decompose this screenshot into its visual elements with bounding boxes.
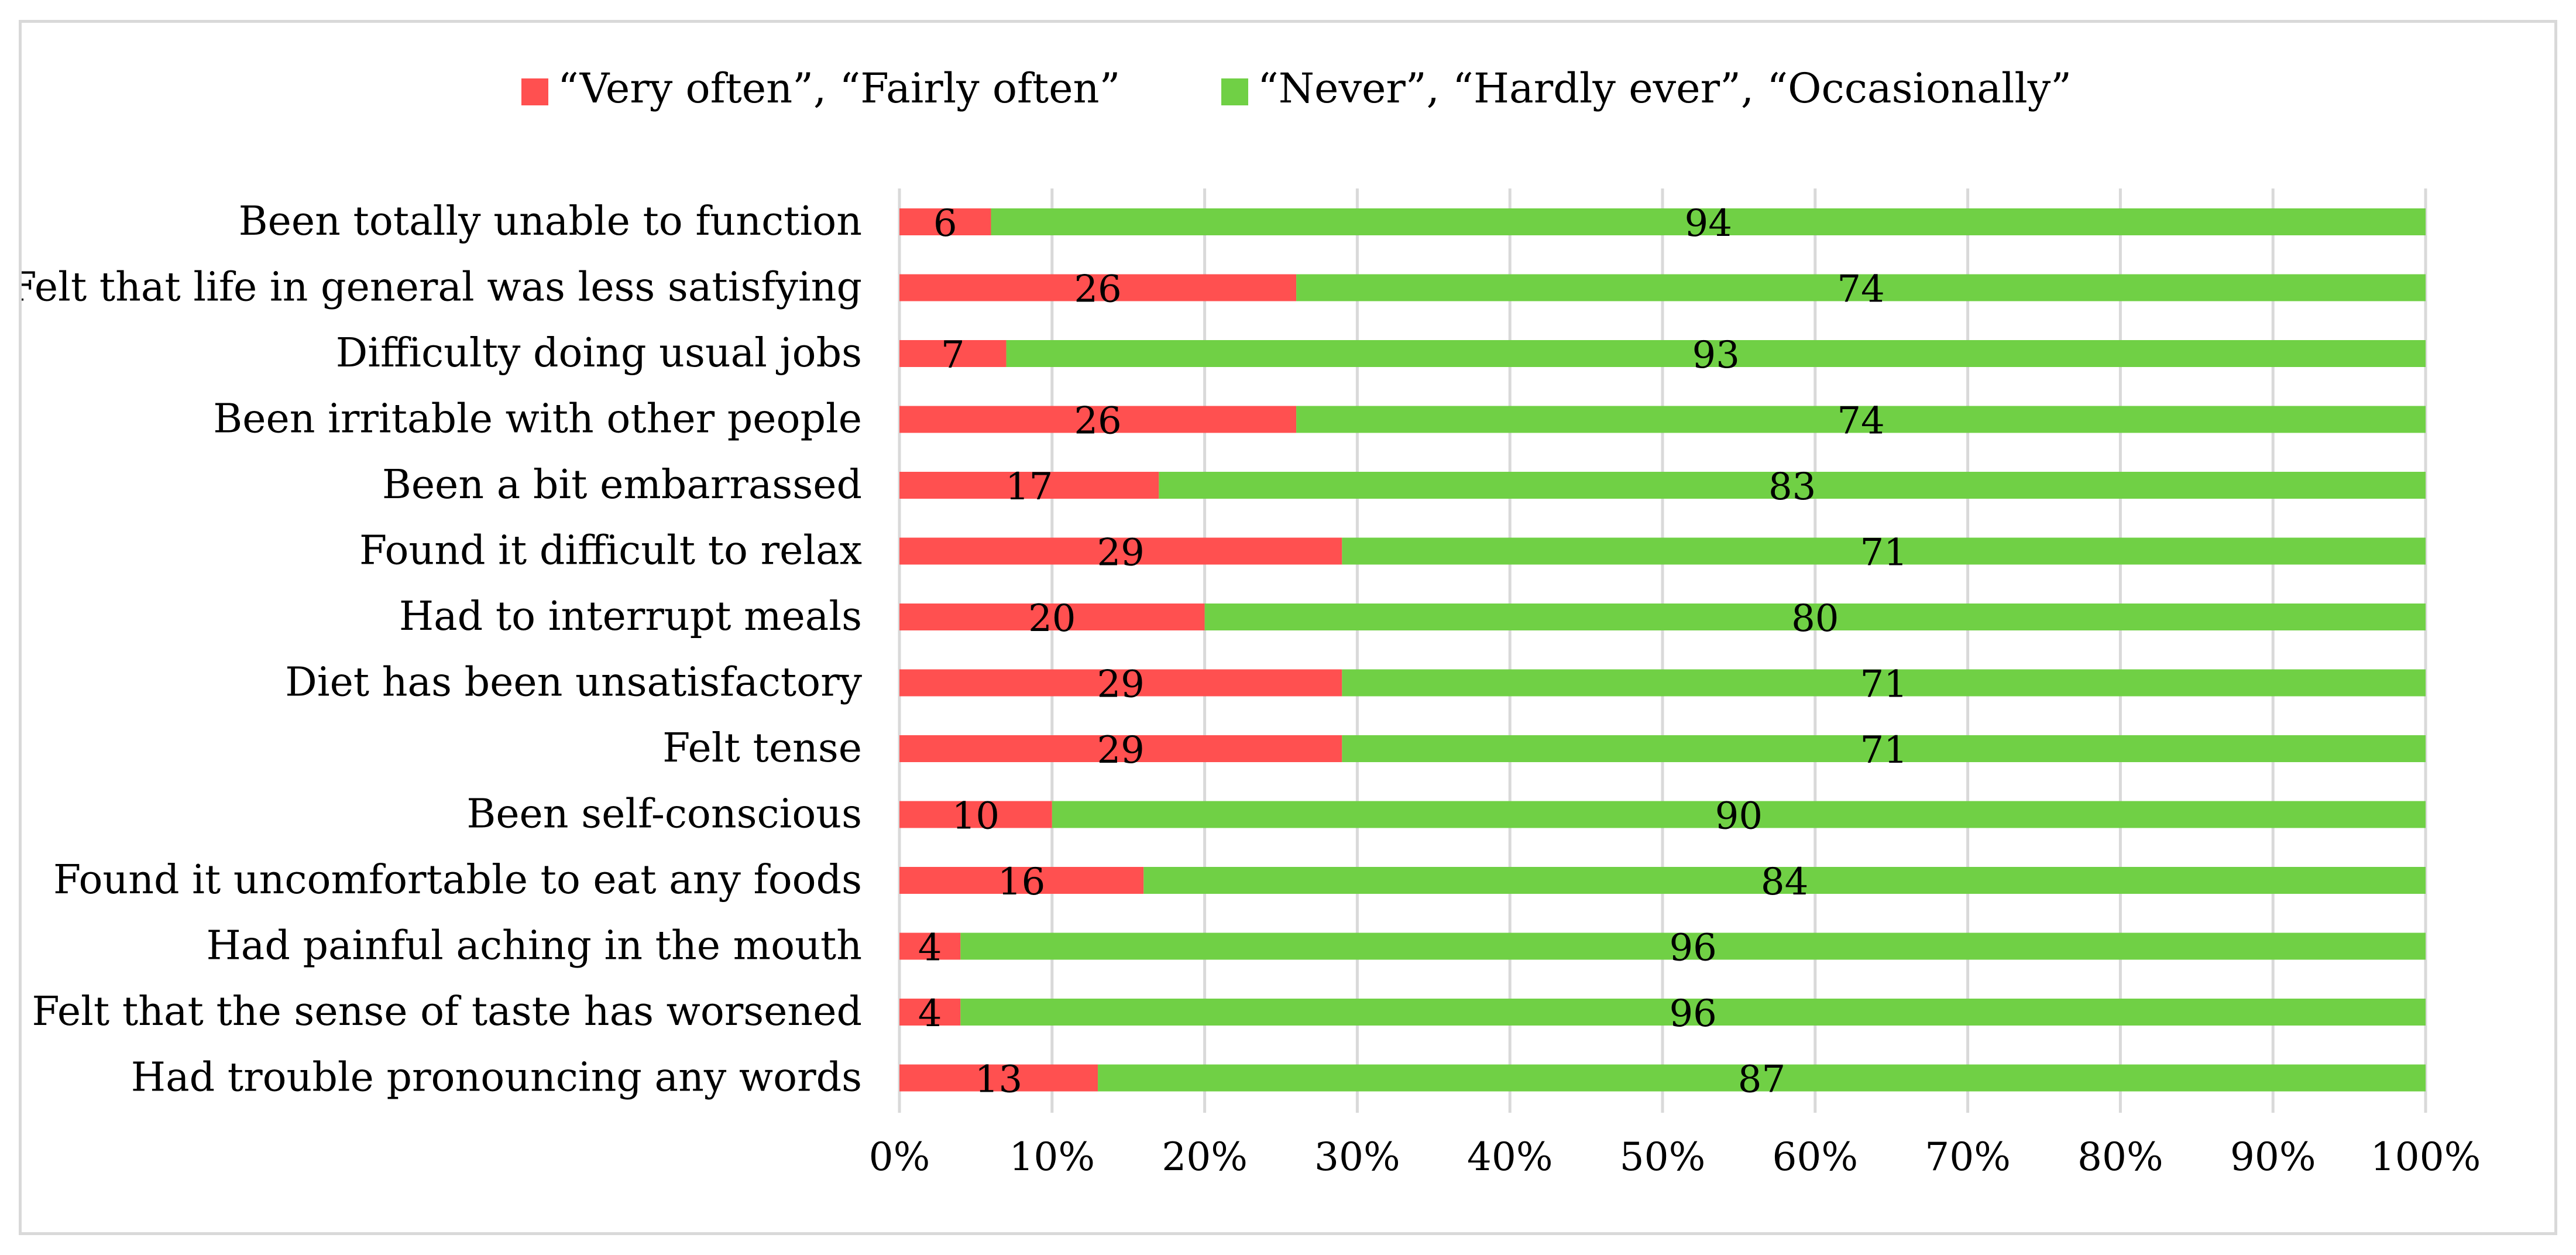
bar-segment-r3-s2 xyxy=(1006,340,2426,367)
data-label-r4-s1: 26 xyxy=(1074,400,1121,443)
bar-segment-r9-s2 xyxy=(1342,735,2426,762)
legend-label-2: “Never”, “Hardly ever”, “Occasionally” xyxy=(1258,64,2072,112)
data-label-r4-s2: 74 xyxy=(1837,400,1884,443)
category-label-5: Been a bit embarrassed xyxy=(382,462,862,508)
bar-segment-r1-s2 xyxy=(991,208,2426,235)
data-label-r7-s2: 80 xyxy=(1791,597,1839,640)
bar-segment-r8-s1 xyxy=(899,669,1342,697)
bar-segment-r1-s1 xyxy=(899,208,991,235)
data-label-r12-s2: 96 xyxy=(1669,927,1716,970)
data-label-r8-s1: 29 xyxy=(1097,663,1144,707)
bars: 6 94 26 74 7 93 26 74 17 83 29 71 20 80 29 71 29 71 10 90 16… xyxy=(899,202,2426,1102)
bar-segment-r13-s2 xyxy=(960,999,2426,1026)
bar-segment-r14-s2 xyxy=(1098,1064,2426,1092)
bar-segment-r4-s1 xyxy=(899,406,1297,433)
data-label-r1-s1: 6 xyxy=(933,202,957,245)
x-axis-tick-labels: 0% 10% 20% 30% 40% 50% 60% 70% 80% 90% 100% xyxy=(869,1134,2481,1179)
x-tick-label-70pct: 70% xyxy=(1925,1134,2011,1179)
x-tick-label-60pct: 60% xyxy=(1772,1134,1858,1179)
bar-segment-r11-s2 xyxy=(1143,867,2426,894)
data-label-r10-s1: 10 xyxy=(952,795,1000,838)
data-label-r13-s1: 4 xyxy=(918,992,942,1035)
category-label-14: Had trouble pronouncing any words xyxy=(131,1055,862,1101)
category-label-10: Been self-conscious xyxy=(466,791,862,838)
data-label-r6-s2: 71 xyxy=(1860,532,1907,575)
category-label-9: Felt tense xyxy=(662,725,862,771)
data-label-r6-s1: 29 xyxy=(1097,532,1144,575)
x-tick-label-90pct: 90% xyxy=(2230,1134,2316,1179)
data-label-r14-s1: 13 xyxy=(975,1058,1022,1102)
data-label-r2-s1: 26 xyxy=(1074,268,1121,311)
bar-segment-r14-s1 xyxy=(899,1064,1098,1092)
category-label-12: Had painful aching in the mouth xyxy=(206,923,862,969)
bar-segment-r12-s1 xyxy=(899,932,961,960)
data-label-r10-s2: 90 xyxy=(1715,795,1763,838)
data-label-r3-s1: 7 xyxy=(941,334,965,377)
x-tick-label-80pct: 80% xyxy=(2077,1134,2163,1179)
x-tick-label-20pct: 20% xyxy=(1162,1134,1248,1179)
data-label-r9-s2: 71 xyxy=(1860,729,1907,772)
x-tick-label-0pct: 0% xyxy=(869,1134,930,1179)
x-tick-label-30pct: 30% xyxy=(1314,1134,1400,1179)
x-tick-label-10pct: 10% xyxy=(1009,1134,1095,1179)
category-label-13: Felt that the sense of taste has worsene… xyxy=(32,989,862,1035)
legend-label-1: “Very often”, “Fairly often” xyxy=(558,64,1120,112)
chart-frame: “Very often”, “Fairly often” “Never”, “Ha… xyxy=(19,20,2557,1235)
data-label-r5-s2: 83 xyxy=(1768,465,1816,509)
data-label-r2-s2: 74 xyxy=(1837,268,1884,311)
bar-segment-r4-s2 xyxy=(1296,406,2426,433)
bar-segment-r2-s1 xyxy=(899,274,1297,301)
bar-segment-r10-s2 xyxy=(1052,801,2426,828)
bar-segment-r9-s1 xyxy=(899,735,1342,762)
data-label-r11-s1: 16 xyxy=(998,860,1045,904)
data-label-r11-s2: 84 xyxy=(1761,860,1808,904)
category-label-7: Had to interrupt meals xyxy=(399,594,862,640)
data-label-r5-s1: 17 xyxy=(1005,465,1053,509)
legend-swatch-2 xyxy=(1221,78,1248,105)
bar-segment-r7-s2 xyxy=(1204,604,2426,630)
legend-swatch-1 xyxy=(521,78,548,105)
bar-segment-r8-s2 xyxy=(1342,669,2426,697)
bar-segment-r12-s2 xyxy=(960,932,2426,960)
bar-segment-r10-s1 xyxy=(899,801,1052,828)
data-label-r13-s2: 96 xyxy=(1669,992,1716,1035)
bar-segment-r5-s1 xyxy=(899,472,1159,499)
data-label-r7-s1: 20 xyxy=(1028,597,1076,640)
category-label-2: Felt that life in general was less satis… xyxy=(22,265,862,311)
legend: “Very often”, “Fairly often” “Never”, “Ha… xyxy=(521,64,2072,112)
category-label-11: Found it uncomfortable to eat any foods xyxy=(53,857,862,903)
bar-segment-r5-s2 xyxy=(1159,472,2426,499)
data-label-r12-s1: 4 xyxy=(918,927,942,970)
category-label-8: Diet has been unsatisfactory xyxy=(285,660,862,706)
bar-segment-r6-s2 xyxy=(1342,537,2426,565)
bar-segment-r13-s1 xyxy=(899,999,961,1026)
stacked-bar-chart: “Very often”, “Fairly often” “Never”, “Ha… xyxy=(22,64,2481,1179)
bar-segment-r6-s1 xyxy=(899,537,1342,565)
data-label-r3-s2: 93 xyxy=(1692,334,1740,377)
data-label-r1-s2: 94 xyxy=(1685,202,1732,245)
gridlines xyxy=(898,188,2427,1113)
category-label-3: Difficulty doing usual jobs xyxy=(336,330,862,376)
data-label-r14-s2: 87 xyxy=(1738,1058,1785,1102)
bar-segment-r7-s1 xyxy=(899,604,1205,630)
x-tick-label-40pct: 40% xyxy=(1467,1134,1553,1179)
x-tick-label-50pct: 50% xyxy=(1620,1134,1706,1179)
category-label-4: Been irritable with other people xyxy=(213,396,862,443)
bar-segment-r3-s1 xyxy=(899,340,1007,367)
bar-segment-r2-s2 xyxy=(1296,274,2426,301)
data-label-r9-s1: 29 xyxy=(1097,729,1144,772)
data-label-r8-s2: 71 xyxy=(1860,663,1907,707)
bar-segment-r11-s1 xyxy=(899,867,1144,894)
category-labels: Been totally unable to function Felt that… xyxy=(22,198,863,1101)
category-label-1: Been totally unable to function xyxy=(239,198,862,245)
x-tick-label-100pct: 100% xyxy=(2371,1134,2481,1179)
category-label-6: Found it difficult to relax xyxy=(359,528,862,574)
